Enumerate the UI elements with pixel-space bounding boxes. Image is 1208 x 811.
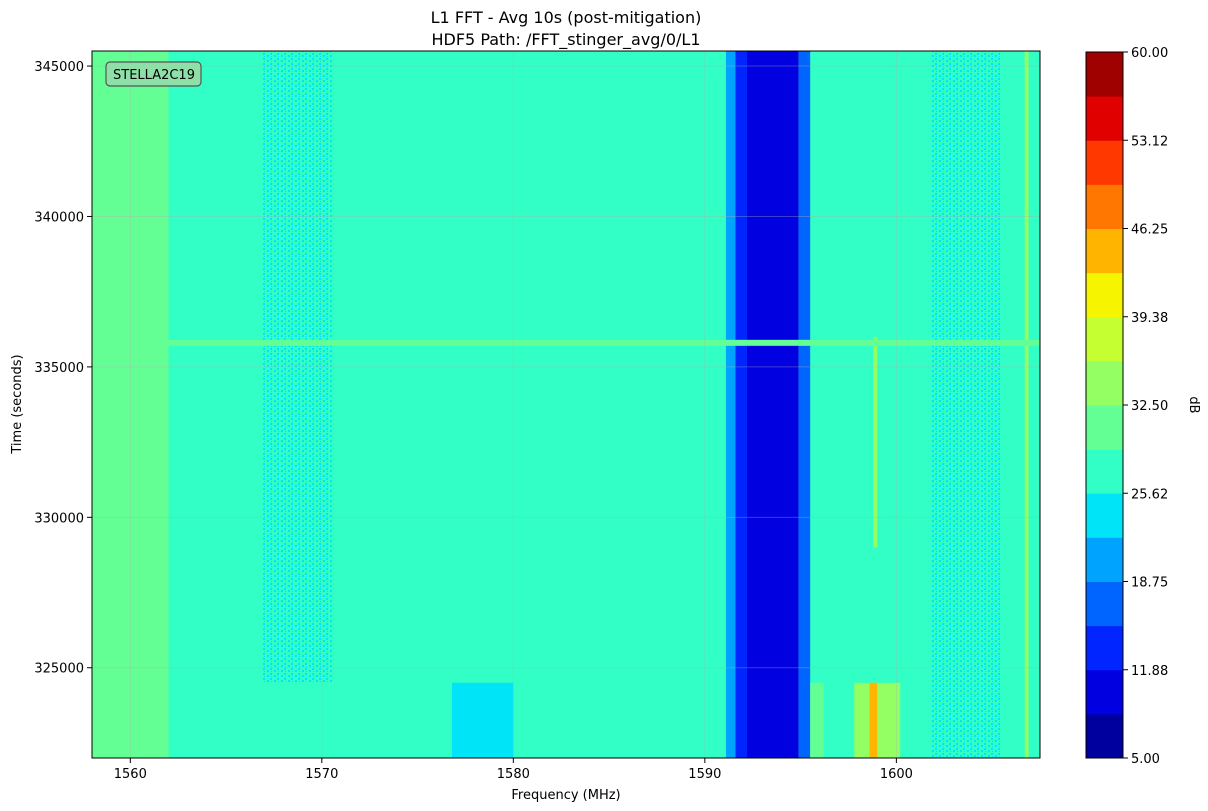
heatmap-region-10 <box>869 682 878 758</box>
colorbar-segment <box>1086 228 1123 274</box>
colorbar-segment <box>1086 316 1123 362</box>
heatmap-region-7 <box>798 51 811 758</box>
grid-lines <box>92 51 1040 758</box>
x-tick-label: 1580 <box>497 767 530 782</box>
chart-title-line2: HDF5 Path: /FFT_stinger_avg/0/L1 <box>432 30 701 50</box>
x-tick-label: 1570 <box>305 767 338 782</box>
colorbar-segment <box>1086 449 1123 494</box>
y-axis-label: Time (seconds) <box>10 354 25 454</box>
plot-area <box>92 51 1040 758</box>
heatmap-region-6 <box>746 51 799 758</box>
y-tick-label: 345000 <box>34 60 84 75</box>
colorbar-tick-label: 60.00 <box>1131 46 1168 61</box>
heatmap-region-4 <box>725 51 736 758</box>
colorbar-tick-label: 32.50 <box>1131 399 1168 414</box>
colorbar-segment <box>1086 96 1123 141</box>
colorbar-tick-label: 25.62 <box>1131 487 1168 502</box>
heatmap-region-11 <box>873 336 878 548</box>
heatmap-region-2 <box>262 51 334 683</box>
plot-frame <box>91 50 1041 759</box>
colorbar-tick-label: 18.75 <box>1131 576 1168 591</box>
heatmap-region-5 <box>735 51 747 758</box>
heatmap-region-13 <box>1024 51 1029 758</box>
y-axis: 325000 330000 335000 340000 345000 <box>34 60 92 677</box>
colorbar-segment <box>1086 52 1123 97</box>
heatmap-region-8 <box>810 682 824 758</box>
y-tick-label: 335000 <box>34 361 84 376</box>
colorbar-segment <box>1086 272 1123 318</box>
x-axis-label: Frequency (MHz) <box>511 788 620 803</box>
colorbar-segment <box>1086 669 1123 715</box>
y-tick-label: 340000 <box>34 210 84 225</box>
colorbar-segment <box>1086 625 1123 671</box>
colorbar-tick-label: 39.38 <box>1131 311 1168 326</box>
x-tick-label: 1560 <box>114 767 147 782</box>
colorbar-segment <box>1086 360 1123 406</box>
station-label: STELLA2C19 <box>113 68 195 83</box>
y-tick-label: 330000 <box>34 511 84 526</box>
heatmap-region-14 <box>92 339 1040 346</box>
colorbar-tick-label: 11.88 <box>1131 664 1168 679</box>
colorbar-tick-label: 53.12 <box>1131 134 1168 149</box>
chart-title-line1: L1 FFT - Avg 10s (post-mitigation) <box>431 8 702 27</box>
colorbar-segment <box>1086 537 1123 582</box>
colorbar: 5.00 11.88 18.75 25.62 32.50 39.38 46.25 53.12 6… <box>1085 46 1168 767</box>
x-tick-label: 1600 <box>880 767 913 782</box>
colorbar-segment <box>1086 713 1123 759</box>
colorbar-segment <box>1086 140 1123 185</box>
colorbar-label: dB <box>1186 396 1201 413</box>
heatmap-region-12 <box>930 51 1002 758</box>
x-axis: 1560 1570 1580 1590 1600 <box>114 758 913 782</box>
colorbar-segment <box>1086 405 1123 450</box>
x-tick-label: 1590 <box>688 767 721 782</box>
heatmap-region-3 <box>452 682 514 758</box>
colorbar-segment <box>1086 581 1123 627</box>
colorbar-segment <box>1086 184 1123 229</box>
colorbar-segment <box>1086 493 1123 538</box>
heatmap-region-0 <box>92 51 1040 758</box>
colorbar-tick-label: 46.25 <box>1131 223 1168 238</box>
colorbar-tick-label: 5.00 <box>1131 752 1160 767</box>
y-tick-label: 325000 <box>34 662 84 677</box>
heatmap-region-1 <box>92 51 169 758</box>
annotation-box: STELLA2C19 <box>105 61 202 87</box>
